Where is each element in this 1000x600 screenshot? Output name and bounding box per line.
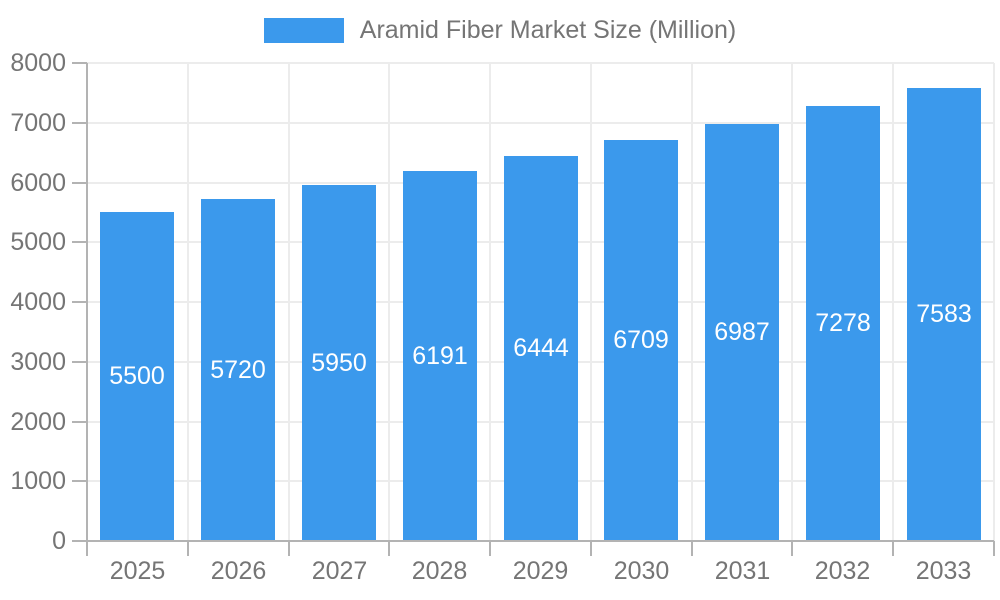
x-gridline (791, 63, 793, 541)
x-axis-tick (590, 541, 592, 556)
y-axis-tick-label: 0 (52, 527, 66, 555)
bar[interactable]: 5950 (302, 185, 376, 541)
y-axis-tick (72, 301, 87, 303)
x-axis-line (72, 540, 994, 542)
legend-swatch (263, 18, 344, 43)
bar[interactable]: 7278 (806, 106, 880, 541)
bar-value-label: 5500 (109, 362, 165, 390)
x-axis-tick-label: 2032 (814, 557, 871, 585)
x-axis-tick (892, 541, 894, 556)
x-axis-tick-label: 2029 (512, 557, 569, 585)
x-axis-tick (489, 541, 491, 556)
x-gridline (489, 63, 491, 541)
bar-value-label: 6444 (513, 334, 569, 362)
x-axis-tick-label: 2027 (311, 557, 368, 585)
x-axis-tick-label: 2025 (109, 557, 166, 585)
x-axis-tick (691, 541, 693, 556)
y-axis-tick (72, 122, 87, 124)
bar-value-label: 6709 (613, 326, 669, 354)
y-axis-tick-label: 2000 (10, 408, 66, 436)
bar[interactable]: 6444 (504, 156, 578, 541)
bar-value-label: 6987 (714, 318, 770, 346)
y-axis-tick (72, 361, 87, 363)
x-axis-tick-label: 2026 (210, 557, 267, 585)
legend[interactable]: Aramid Fiber Market Size (Million) (0, 17, 1000, 44)
x-gridline (590, 63, 592, 541)
legend-label: Aramid Fiber Market Size (Million) (359, 16, 737, 44)
bar[interactable]: 5500 (100, 212, 174, 541)
x-axis-tick (388, 541, 390, 556)
x-gridline (288, 63, 290, 541)
x-axis-tick-label: 2031 (714, 557, 771, 585)
y-gridline (87, 122, 994, 124)
x-axis-tick-label: 2033 (915, 557, 972, 585)
x-axis-tick (791, 541, 793, 556)
y-axis-tick-label: 7000 (10, 109, 66, 137)
bar[interactable]: 5720 (201, 199, 275, 541)
x-axis-tick (187, 541, 189, 556)
x-axis-tick (993, 541, 995, 556)
y-axis-tick (72, 182, 87, 184)
bar-value-label: 6191 (412, 341, 468, 370)
bar[interactable]: 6191 (403, 171, 477, 541)
y-gridline (87, 62, 994, 64)
y-axis-tick-label: 3000 (10, 348, 66, 376)
bar-value-label: 5950 (311, 348, 367, 377)
x-gridline (691, 63, 693, 541)
y-axis-tick-label: 5000 (10, 228, 66, 256)
x-axis-tick-label: 2028 (411, 557, 468, 585)
bar[interactable]: 7583 (907, 88, 981, 541)
bar-value-label: 7583 (916, 300, 972, 328)
y-axis-tick-label: 6000 (10, 169, 66, 197)
bar[interactable]: 6709 (604, 140, 678, 541)
y-axis-tick-label: 1000 (10, 467, 66, 495)
bar-value-label: 7278 (815, 309, 871, 337)
y-axis-tick (72, 480, 87, 482)
x-gridline (993, 63, 995, 541)
bar[interactable]: 6987 (705, 124, 779, 541)
y-axis-line (86, 63, 88, 556)
x-gridline (388, 63, 390, 541)
y-axis-tick-label: 8000 (10, 49, 66, 77)
y-axis-tick (72, 421, 87, 423)
y-axis-tick-label: 4000 (10, 288, 66, 316)
x-gridline (892, 63, 894, 541)
bar-value-label: 5720 (210, 355, 266, 384)
x-axis-tick-label: 2030 (613, 557, 670, 585)
y-axis-tick (72, 241, 87, 243)
x-axis-tick (288, 541, 290, 556)
x-gridline (187, 63, 189, 541)
y-axis-tick (72, 62, 87, 64)
